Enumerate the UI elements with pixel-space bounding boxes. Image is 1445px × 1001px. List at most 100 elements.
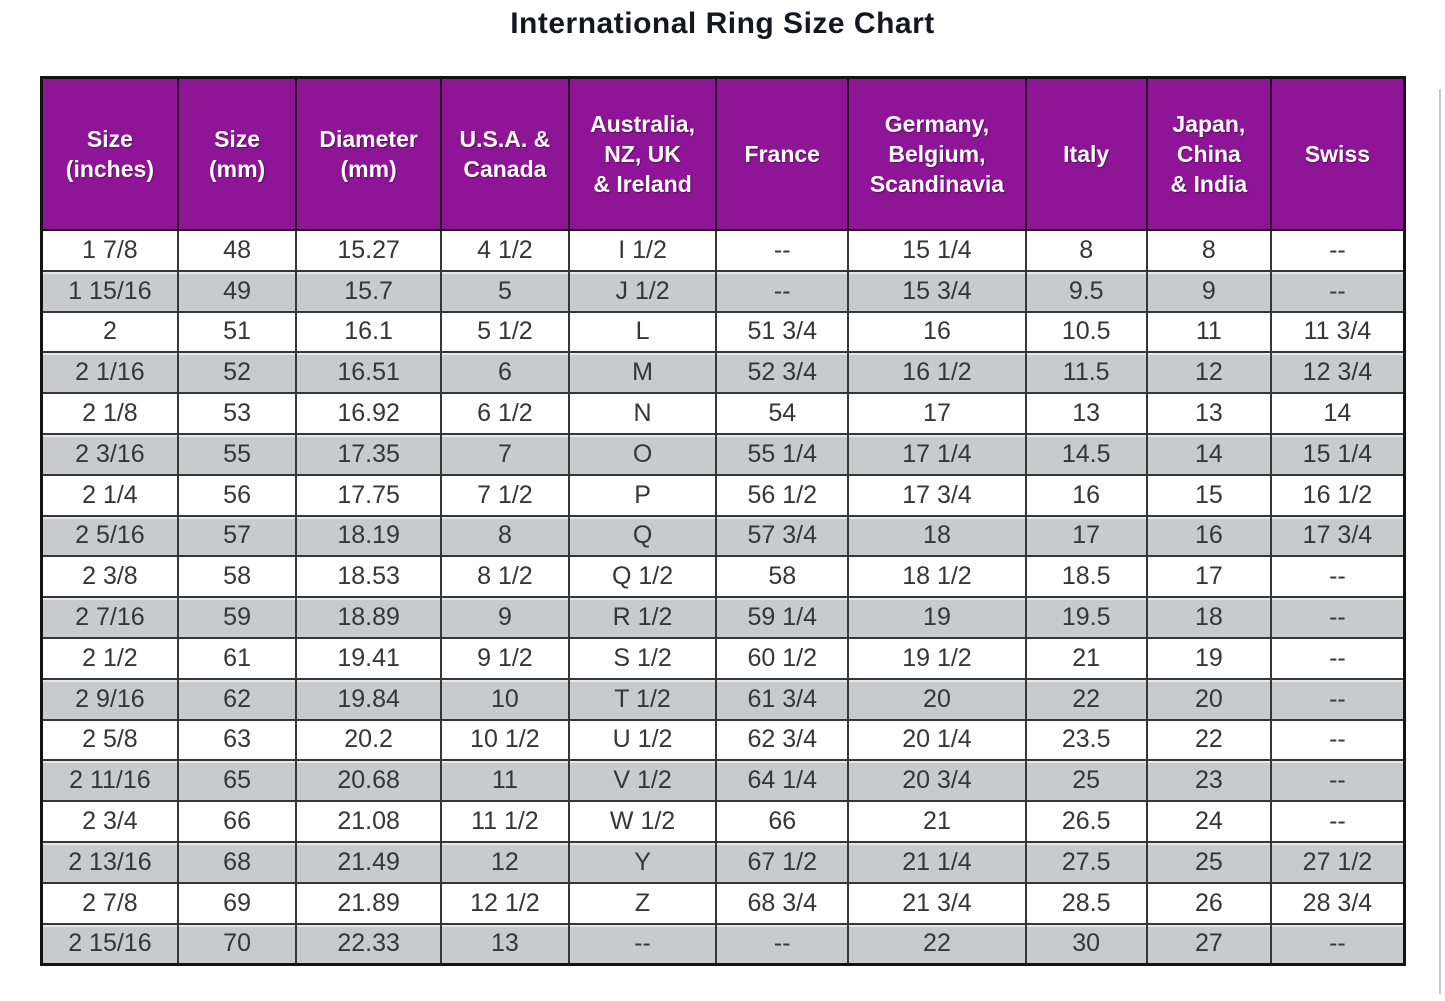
table-cell: 15 bbox=[1145, 473, 1272, 517]
table-cell: J 1/2 bbox=[567, 269, 718, 313]
table-cell: 2 15/16 bbox=[40, 922, 179, 966]
table-cell: 22.33 bbox=[295, 922, 442, 966]
table-cell: 2 9/16 bbox=[40, 677, 179, 721]
table-row: 2 5/16 57 18.19 8 Q 57 3/4 18 17 16 17 3/4 bbox=[40, 514, 1406, 558]
table-cell: 16 bbox=[1145, 514, 1272, 558]
table-cell: 11 bbox=[1145, 310, 1272, 354]
right-edge-line bbox=[1439, 89, 1441, 994]
table-cell: -- bbox=[567, 922, 718, 966]
table-cell: 20.68 bbox=[295, 759, 442, 803]
table-cell: -- bbox=[1269, 718, 1406, 762]
table-cell: 15 1/4 bbox=[847, 229, 1027, 272]
table-cell: -- bbox=[1269, 269, 1406, 313]
table-cell: 16.1 bbox=[295, 310, 442, 354]
table-cell: 23.5 bbox=[1024, 718, 1148, 762]
table-cell: 15.7 bbox=[295, 269, 442, 313]
table-cell: 2 1/16 bbox=[40, 351, 179, 395]
column-header-france: France bbox=[715, 76, 850, 231]
table-cell: 15 3/4 bbox=[847, 269, 1027, 313]
table-row: 2 3/16 55 17.35 7 O 55 1/4 17 1/4 14.5 14 15 1/4 bbox=[40, 432, 1406, 476]
table-cell: 2 5/16 bbox=[40, 514, 179, 558]
column-header-italy: Italy bbox=[1024, 76, 1148, 231]
table-cell: 2 bbox=[40, 310, 179, 354]
table-cell: -- bbox=[715, 922, 850, 966]
table-cell: 24 bbox=[1145, 800, 1272, 843]
table-cell: 21 3/4 bbox=[847, 881, 1027, 925]
table-cell: -- bbox=[1269, 800, 1406, 843]
table-cell: 17 bbox=[847, 392, 1027, 435]
table-cell: 48 bbox=[176, 229, 298, 272]
table-cell: 9.5 bbox=[1024, 269, 1148, 313]
table-cell: 2 13/16 bbox=[40, 840, 179, 884]
table-cell: 21.49 bbox=[295, 840, 442, 884]
table-row: 2 1/8 53 16.92 6 1/2 N 54 17 13 13 14 bbox=[40, 392, 1406, 435]
column-header-australia: Australia, NZ, UK & Ireland bbox=[567, 76, 718, 231]
table-cell: 56 1/2 bbox=[715, 473, 850, 517]
table-cell: 19.5 bbox=[1024, 596, 1148, 639]
table-cell: 17.35 bbox=[295, 432, 442, 476]
table-cell: 55 1/4 bbox=[715, 432, 850, 476]
table-cell: 23 bbox=[1145, 759, 1272, 803]
table-cell: 27 bbox=[1145, 922, 1272, 966]
table-cell: 8 bbox=[1024, 229, 1148, 272]
table-cell: 2 11/16 bbox=[40, 759, 179, 803]
table-cell: 58 bbox=[715, 555, 850, 599]
table-cell: 30 bbox=[1024, 922, 1148, 966]
table-cell: S 1/2 bbox=[567, 636, 718, 680]
table-cell: 60 1/2 bbox=[715, 636, 850, 680]
table-cell: 2 1/8 bbox=[40, 392, 179, 435]
column-header-japan: Japan, China & India bbox=[1145, 76, 1272, 231]
table-cell: 28 3/4 bbox=[1269, 881, 1406, 925]
table-cell: 49 bbox=[176, 269, 298, 313]
table-cell: 53 bbox=[176, 392, 298, 435]
table-cell: 69 bbox=[176, 881, 298, 925]
table-cell: 52 3/4 bbox=[715, 351, 850, 395]
table-cell: 54 bbox=[715, 392, 850, 435]
table-cell: 13 bbox=[439, 922, 570, 966]
table-cell: 5 bbox=[439, 269, 570, 313]
table-cell: -- bbox=[1269, 555, 1406, 599]
table-cell: 58 bbox=[176, 555, 298, 599]
table-cell: 6 1/2 bbox=[439, 392, 570, 435]
table-cell: 15 1/4 bbox=[1269, 432, 1406, 476]
table-cell: 7 1/2 bbox=[439, 473, 570, 517]
table-row: 2 3/8 58 18.53 8 1/2 Q 1/2 58 18 1/2 18.5 17 -- bbox=[40, 555, 1406, 599]
table-cell: 16.51 bbox=[295, 351, 442, 395]
table-row: 2 3/4 66 21.08 11 1/2 W 1/2 66 21 26.5 24 -- bbox=[40, 800, 1406, 843]
table-cell: O bbox=[567, 432, 718, 476]
table-cell: 2 1/4 bbox=[40, 473, 179, 517]
table-cell: 61 3/4 bbox=[715, 677, 850, 721]
table-cell: 12 bbox=[1145, 351, 1272, 395]
table-cell: 12 1/2 bbox=[439, 881, 570, 925]
table-cell: 11.5 bbox=[1024, 351, 1148, 395]
table-cell: 16 bbox=[1024, 473, 1148, 517]
table-cell: 63 bbox=[176, 718, 298, 762]
column-header-u-s-a: U.S.A. & Canada bbox=[439, 76, 570, 231]
table-cell: 1 15/16 bbox=[40, 269, 179, 313]
table-cell: 16.92 bbox=[295, 392, 442, 435]
table-row: 2 9/16 62 19.84 10 T 1/2 61 3/4 20 22 20 -- bbox=[40, 677, 1406, 721]
table-cell: 13 bbox=[1145, 392, 1272, 435]
table-cell: 22 bbox=[1145, 718, 1272, 762]
table-row: 2 51 16.1 5 1/2 L 51 3/4 16 10.5 11 11 3/4 bbox=[40, 310, 1406, 354]
table-cell: 17 1/4 bbox=[847, 432, 1027, 476]
table-cell: Q 1/2 bbox=[567, 555, 718, 599]
table-cell: 59 bbox=[176, 596, 298, 639]
table-cell: 2 1/2 bbox=[40, 636, 179, 680]
table-cell: 57 3/4 bbox=[715, 514, 850, 558]
table-cell: 66 bbox=[715, 800, 850, 843]
table-cell: 20 3/4 bbox=[847, 759, 1027, 803]
table-cell: 52 bbox=[176, 351, 298, 395]
table-cell: 18 bbox=[1145, 596, 1272, 639]
table-cell: 51 bbox=[176, 310, 298, 354]
table-cell: 17 3/4 bbox=[847, 473, 1027, 517]
ring-size-table: Size (inches) Size (mm) Diameter (mm) U.S.A… bbox=[40, 76, 1406, 967]
column-header-swiss: Swiss bbox=[1269, 76, 1406, 231]
table-cell: 2 3/16 bbox=[40, 432, 179, 476]
table-cell: 2 7/8 bbox=[40, 881, 179, 925]
table-cell: 28.5 bbox=[1024, 881, 1148, 925]
table-row: 2 1/4 56 17.75 7 1/2 P 56 1/2 17 3/4 16 15 16 1/2 bbox=[40, 473, 1406, 517]
table-cell: V 1/2 bbox=[567, 759, 718, 803]
table-cell: U 1/2 bbox=[567, 718, 718, 762]
table-cell: 20.2 bbox=[295, 718, 442, 762]
